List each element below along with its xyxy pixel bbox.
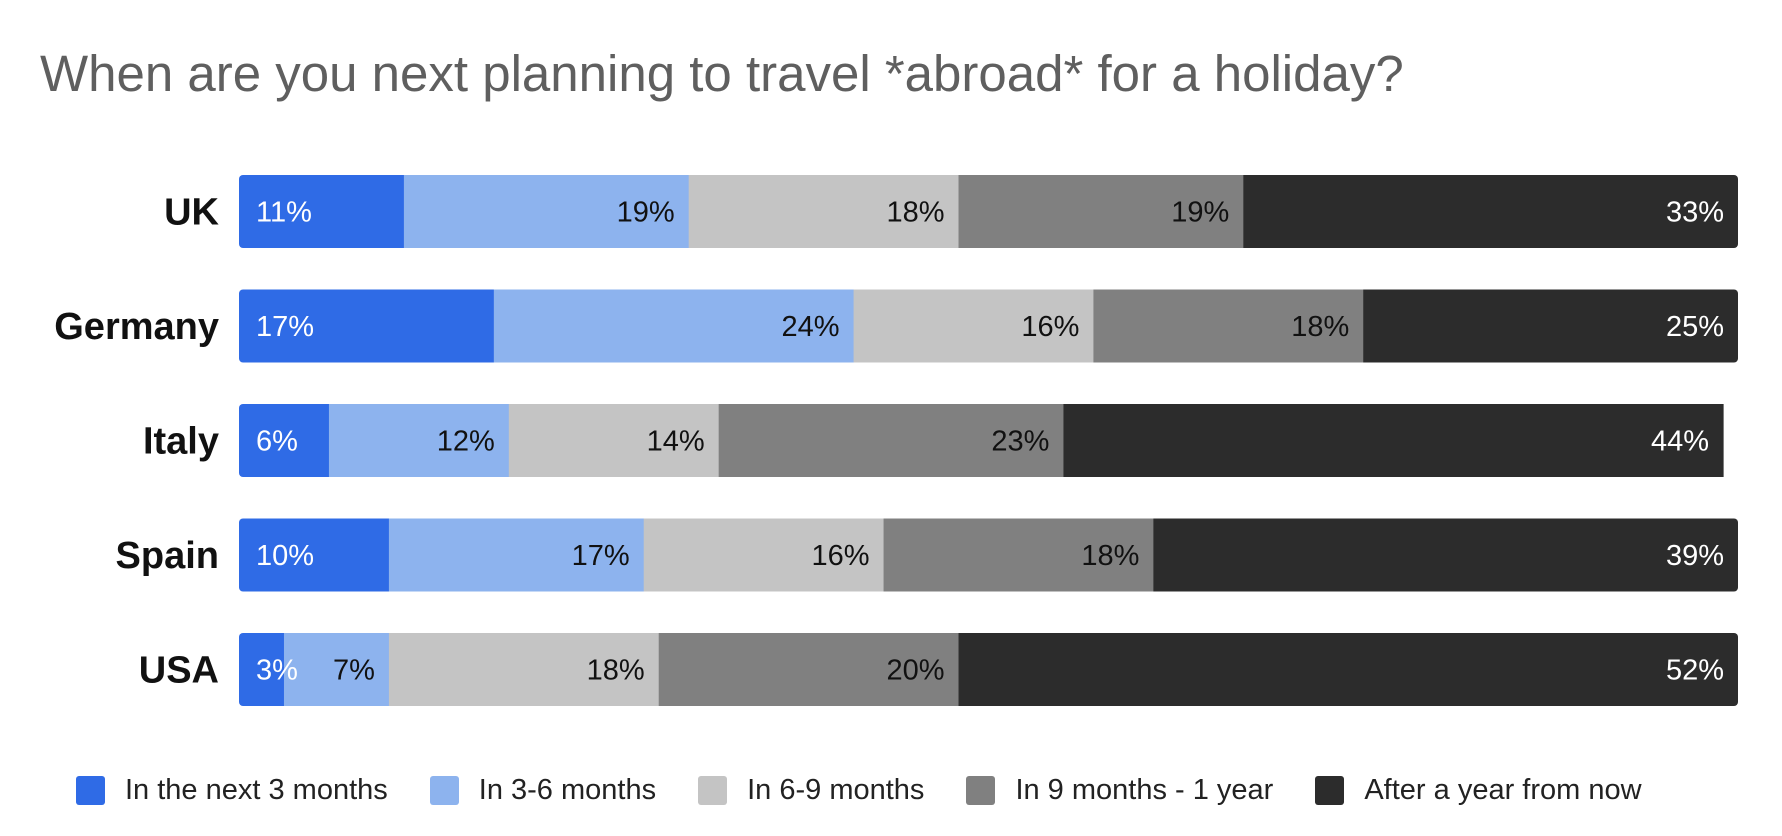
value-label: 14% bbox=[647, 426, 705, 458]
legend-swatch bbox=[76, 776, 105, 805]
legend-swatch bbox=[429, 776, 459, 805]
bar-segment bbox=[883, 518, 1154, 592]
bar-row bbox=[239, 518, 1738, 592]
legend-item: After a year from now bbox=[1315, 774, 1642, 807]
value-label: 25% bbox=[1666, 311, 1724, 343]
bar-segment bbox=[958, 633, 1738, 706]
bar-segment bbox=[239, 289, 495, 363]
legend-item: In the next 3 months bbox=[76, 774, 388, 807]
category-label: Spain bbox=[116, 535, 219, 577]
value-label: 3% bbox=[256, 655, 298, 687]
bar-segment bbox=[508, 404, 720, 477]
bar-segment bbox=[328, 404, 510, 477]
value-label: 11% bbox=[256, 197, 312, 229]
bar-segment bbox=[239, 633, 285, 706]
value-label: 18% bbox=[1291, 311, 1349, 343]
bar-segment bbox=[388, 518, 645, 592]
bar-segment bbox=[239, 175, 405, 248]
legend-label: In 3-6 months bbox=[478, 774, 657, 806]
value-label: 24% bbox=[782, 311, 840, 343]
legend-item: In 6-9 months bbox=[698, 774, 924, 807]
bar-segment bbox=[239, 404, 330, 477]
bar-segment bbox=[403, 175, 690, 248]
bar-segment bbox=[1063, 404, 1724, 477]
legend-label: In the next 3 months bbox=[125, 774, 388, 806]
chart-title: When are you next planning to travel *ab… bbox=[40, 45, 1404, 102]
value-label: 33% bbox=[1666, 197, 1724, 229]
bar-segment bbox=[388, 633, 660, 706]
legend-label: In 6-9 months bbox=[747, 774, 925, 806]
bar-row bbox=[239, 404, 1724, 477]
value-label: 39% bbox=[1666, 540, 1724, 572]
category-label: USA bbox=[139, 650, 219, 692]
value-label: 10% bbox=[256, 540, 314, 572]
legend-label: In 9 months - 1 year bbox=[1015, 774, 1274, 806]
bar-segment bbox=[658, 633, 960, 706]
category-label: UK bbox=[164, 192, 219, 234]
value-label: 44% bbox=[1651, 426, 1709, 458]
bar-row bbox=[239, 175, 1738, 248]
value-label: 18% bbox=[886, 197, 944, 229]
stacked-bar-chart: UK 11% 19% 18% 19% 33% Germany 17% 24% 16% 18% 25% I… bbox=[54, 175, 1738, 706]
legend-label: After a year from now bbox=[1364, 774, 1642, 806]
bar-segment bbox=[283, 633, 390, 706]
value-label: 18% bbox=[1081, 540, 1139, 572]
value-label: 17% bbox=[572, 540, 630, 572]
legend-swatch bbox=[698, 776, 728, 805]
value-label: 18% bbox=[587, 655, 645, 687]
bar-segment bbox=[718, 404, 1065, 477]
bar-segment bbox=[688, 175, 960, 248]
bar-segment bbox=[1363, 289, 1738, 363]
value-label: 52% bbox=[1666, 655, 1724, 687]
bar-row bbox=[239, 633, 1738, 706]
category-label: Germany bbox=[54, 306, 219, 348]
bar-segment bbox=[1093, 289, 1364, 363]
bar-segment bbox=[239, 518, 390, 592]
value-label: 19% bbox=[617, 197, 675, 229]
value-label: 16% bbox=[812, 540, 870, 572]
value-label: 20% bbox=[886, 655, 944, 687]
value-label: 12% bbox=[437, 426, 495, 458]
value-label: 23% bbox=[991, 426, 1049, 458]
value-label: 17% bbox=[256, 311, 314, 343]
bar-row bbox=[239, 289, 1738, 363]
value-label: 7% bbox=[333, 655, 375, 687]
bar-segment bbox=[958, 175, 1244, 248]
category-label: Italy bbox=[143, 421, 219, 463]
legend-item: In 3-6 months bbox=[429, 774, 657, 807]
value-label: 6% bbox=[256, 426, 298, 458]
bar-segment bbox=[1153, 518, 1738, 592]
bar-segment bbox=[643, 518, 885, 592]
value-label: 16% bbox=[1021, 311, 1079, 343]
bar-segment bbox=[1243, 175, 1738, 248]
value-label: 19% bbox=[1171, 197, 1229, 229]
legend-item: In 9 months - 1 year bbox=[966, 774, 1273, 807]
bar-segment bbox=[493, 289, 855, 363]
chart-legend: In the next 3 months In 3-6 months In 6-… bbox=[76, 774, 1642, 807]
legend-swatch bbox=[966, 776, 996, 805]
bar-segment bbox=[853, 289, 1095, 363]
legend-swatch bbox=[1315, 776, 1345, 805]
